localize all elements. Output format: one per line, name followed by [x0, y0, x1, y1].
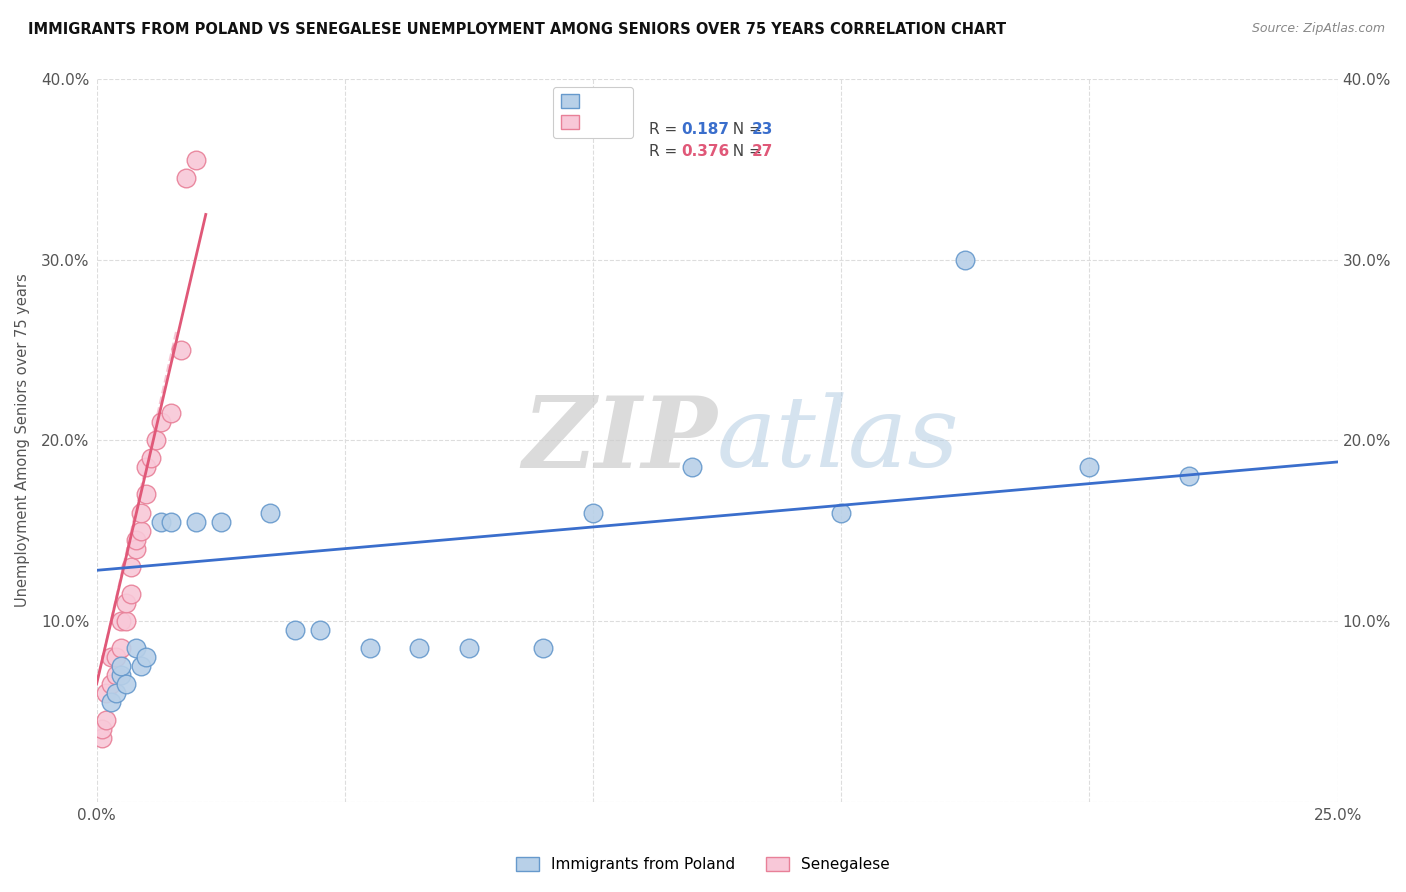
- Point: [174, 171, 197, 186]
- Point: [100, 677, 122, 691]
- Point: [120, 587, 142, 601]
- Point: [125, 541, 148, 556]
- Point: [125, 640, 148, 655]
- Point: [129, 524, 152, 538]
- Point: [110, 668, 132, 682]
- Text: N =: N =: [724, 145, 768, 160]
- Point: [184, 515, 207, 529]
- Point: [184, 153, 207, 168]
- Point: [129, 506, 152, 520]
- Point: [141, 451, 163, 466]
- Point: [115, 614, 138, 628]
- Text: atlas: atlas: [717, 392, 960, 488]
- Point: [105, 650, 128, 665]
- Point: [170, 343, 193, 357]
- Point: [160, 406, 183, 420]
- Text: 27: 27: [752, 145, 773, 160]
- Point: [110, 640, 132, 655]
- Point: [955, 252, 977, 267]
- Point: [110, 659, 132, 673]
- Point: [135, 460, 157, 475]
- Point: [135, 650, 157, 665]
- Point: [457, 640, 479, 655]
- Point: [284, 623, 307, 637]
- Point: [135, 487, 157, 501]
- Y-axis label: Unemployment Among Seniors over 75 years: Unemployment Among Seniors over 75 years: [15, 273, 30, 607]
- Point: [90, 731, 112, 746]
- Point: [105, 668, 128, 682]
- Point: [120, 559, 142, 574]
- Text: 0.187: 0.187: [682, 121, 730, 136]
- Point: [96, 713, 118, 727]
- Point: [259, 506, 281, 520]
- Point: [150, 415, 173, 429]
- Point: [681, 460, 703, 475]
- Point: [100, 695, 122, 709]
- Text: Source: ZipAtlas.com: Source: ZipAtlas.com: [1251, 22, 1385, 36]
- Point: [105, 686, 128, 700]
- Point: [209, 515, 232, 529]
- Point: [359, 640, 381, 655]
- Text: N =: N =: [724, 121, 768, 136]
- Point: [531, 640, 554, 655]
- Text: 0.376: 0.376: [682, 145, 730, 160]
- Point: [582, 506, 605, 520]
- Text: IMMIGRANTS FROM POLAND VS SENEGALESE UNEMPLOYMENT AMONG SENIORS OVER 75 YEARS CO: IMMIGRANTS FROM POLAND VS SENEGALESE UNE…: [28, 22, 1007, 37]
- Point: [125, 533, 148, 547]
- Point: [408, 640, 430, 655]
- Point: [90, 723, 112, 737]
- Point: [160, 515, 183, 529]
- Point: [1078, 460, 1101, 475]
- Point: [309, 623, 332, 637]
- Text: 23: 23: [752, 121, 773, 136]
- Point: [1177, 469, 1199, 483]
- Point: [115, 677, 138, 691]
- Point: [100, 650, 122, 665]
- Text: R =: R =: [650, 145, 682, 160]
- Point: [145, 434, 167, 448]
- Legend:        ,        : ,: [553, 87, 633, 138]
- Text: ZIP: ZIP: [522, 392, 717, 489]
- Point: [830, 506, 852, 520]
- Point: [110, 614, 132, 628]
- Legend: Immigrants from Poland, Senegalese: Immigrants from Poland, Senegalese: [509, 849, 897, 880]
- Point: [115, 596, 138, 610]
- Point: [129, 659, 152, 673]
- Point: [150, 515, 173, 529]
- Point: [96, 686, 118, 700]
- Text: R =: R =: [650, 121, 682, 136]
